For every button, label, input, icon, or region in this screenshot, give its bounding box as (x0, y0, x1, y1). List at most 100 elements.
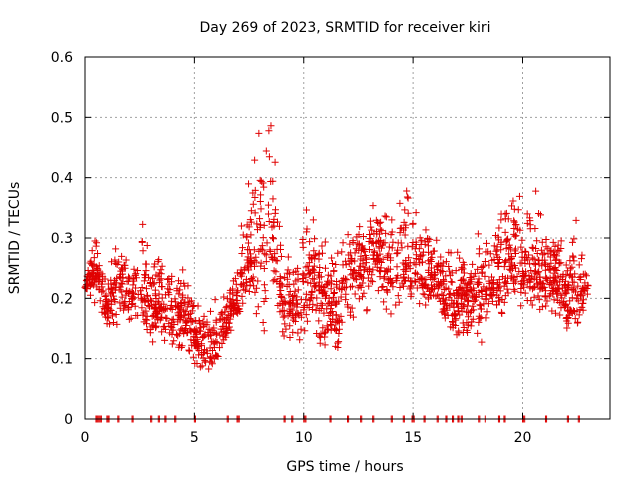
data-point (488, 297, 496, 305)
data-point (322, 328, 330, 336)
data-point (521, 289, 529, 297)
data-point (416, 259, 424, 267)
data-point (152, 310, 160, 318)
data-point (474, 329, 482, 337)
data-point (363, 307, 371, 315)
data-point (255, 129, 263, 137)
data-point (478, 288, 486, 296)
data-point (291, 287, 299, 295)
data-point (439, 259, 447, 267)
data-point (280, 332, 288, 340)
data-point (339, 239, 347, 247)
data-point (477, 286, 485, 294)
data-point (139, 220, 147, 228)
data-point (262, 294, 270, 302)
data-point (575, 311, 583, 319)
data-point (547, 259, 555, 267)
data-point (323, 305, 331, 313)
data-point (302, 311, 310, 319)
data-point (309, 275, 317, 283)
data-point (90, 254, 98, 262)
data-point (563, 267, 571, 275)
data-point (294, 270, 302, 278)
data-point (140, 295, 148, 303)
data-point (130, 277, 138, 285)
data-point (174, 332, 182, 340)
data-point (318, 282, 326, 290)
data-point (445, 248, 453, 256)
data-point (370, 247, 378, 255)
data-point (306, 297, 314, 305)
data-point (581, 286, 589, 294)
data-point (260, 297, 268, 305)
data-point (256, 215, 264, 223)
data-point (243, 221, 251, 229)
data-point (530, 293, 538, 301)
data-point (245, 288, 253, 296)
data-point (185, 346, 193, 354)
data-point (294, 329, 302, 337)
data-point (572, 216, 580, 224)
data-point (355, 267, 363, 275)
data-point (146, 280, 154, 288)
data-point (128, 301, 136, 309)
data-point (207, 353, 215, 361)
data-point (403, 193, 411, 201)
data-point (520, 276, 528, 284)
y-tick-label: 0.6 (51, 50, 73, 66)
data-point (107, 300, 115, 308)
data-point (156, 276, 164, 284)
data-point (347, 256, 355, 264)
data-point (324, 300, 332, 308)
data-point (510, 285, 518, 293)
data-point (416, 234, 424, 242)
data-point (333, 300, 341, 308)
data-point (347, 265, 355, 273)
data-point (375, 219, 383, 227)
data-point (146, 329, 154, 337)
data-point (161, 336, 169, 344)
x-tick-label: 20 (514, 430, 532, 446)
data-point (82, 277, 90, 285)
data-point (231, 275, 239, 283)
data-point (162, 305, 170, 313)
data-point (248, 276, 256, 284)
data-point (344, 303, 352, 311)
data-point (243, 233, 251, 241)
data-point (339, 261, 347, 269)
data-point (331, 288, 339, 296)
data-point (455, 290, 463, 298)
data-point (91, 299, 99, 307)
data-point (349, 313, 357, 321)
data-point (187, 327, 195, 335)
data-point (406, 283, 414, 291)
data-point (156, 304, 164, 312)
data-point (190, 301, 198, 309)
data-point (118, 252, 126, 260)
data-point (381, 273, 389, 281)
data-point (486, 250, 494, 258)
data-point (176, 308, 184, 316)
data-point (343, 283, 351, 291)
data-point (318, 242, 326, 250)
data-point (158, 294, 166, 302)
data-point (575, 273, 583, 281)
data-point (139, 296, 147, 304)
data-point (253, 226, 261, 234)
data-point (255, 247, 263, 255)
data-point (534, 256, 542, 264)
data-point (424, 266, 432, 274)
data-point (356, 223, 364, 231)
data-point (538, 303, 546, 311)
data-point (303, 317, 311, 325)
data-point (343, 276, 351, 284)
data-point (445, 285, 453, 293)
data-point (216, 331, 224, 339)
data-point (208, 358, 216, 366)
data-point (428, 270, 436, 278)
data-point (247, 231, 255, 239)
data-point (337, 293, 345, 301)
data-point (501, 258, 509, 266)
data-point (402, 267, 410, 275)
data-point (528, 301, 536, 309)
